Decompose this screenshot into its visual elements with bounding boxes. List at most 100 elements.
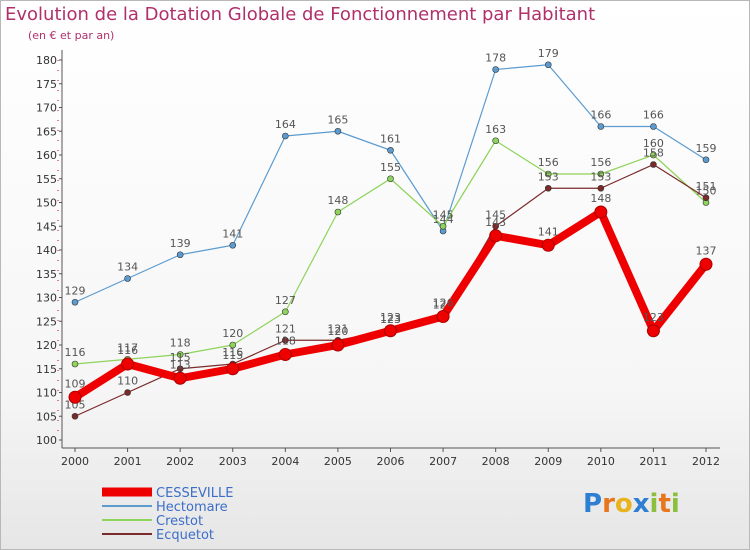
data-point-hectomare (334, 127, 342, 135)
data-point-crestot (282, 308, 289, 316)
data-label-hectomare: 164 (275, 118, 296, 131)
data-point-cesseville (594, 205, 608, 219)
data-label-ecquetot: 153 (538, 170, 559, 183)
data-point-cesseville (278, 348, 292, 361)
data-point-cesseville (384, 324, 397, 338)
data-point-hectomare (124, 275, 131, 282)
data-label-hectomare: 139 (170, 237, 191, 250)
y-tick-label: 120 (36, 339, 57, 352)
data-point-crestot (650, 151, 657, 159)
y-tick-label: 110 (36, 387, 57, 400)
data-point-cesseville (489, 229, 503, 243)
logo-letter: P (583, 489, 603, 519)
data-label-hectomare: 134 (117, 261, 138, 274)
data-point-crestot (597, 170, 605, 178)
data-label-ecquetot: 123 (380, 313, 401, 326)
data-label-crestot: 160 (643, 137, 664, 150)
data-point-hectomare (282, 132, 289, 140)
data-point-hectomare (492, 66, 499, 73)
logo-letter: o (614, 489, 633, 519)
data-label-crestot: 127 (275, 294, 296, 307)
data-point-cesseville (436, 310, 450, 323)
data-label-crestot: 156 (590, 156, 611, 169)
data-label-ecquetot: 153 (590, 170, 611, 183)
data-label-ecquetot: 116 (222, 346, 243, 359)
legend-label-crestot: Crestot (156, 514, 203, 529)
data-label-cesseville: 118 (275, 335, 296, 348)
data-label-ecquetot: 115 (170, 351, 191, 364)
data-label-hectomare: 141 (222, 227, 243, 240)
logo-letter: x (632, 489, 650, 519)
data-label-ecquetot: 121 (327, 322, 348, 335)
data-point-crestot (229, 341, 237, 349)
data-point-cesseville (646, 324, 660, 338)
logo-letter: t (658, 489, 671, 519)
x-tick-label: 2002 (166, 455, 194, 468)
y-tick-label: 160 (36, 149, 57, 162)
legend-label-cesseville: CESSEVILLE (156, 486, 233, 501)
data-point-ecquetot (650, 161, 657, 168)
data-label-cesseville: 115 (222, 349, 243, 362)
data-point-crestot (544, 170, 552, 178)
data-point-crestot (492, 137, 499, 145)
data-point-cesseville (699, 257, 713, 271)
data-label-crestot: 120 (222, 327, 243, 340)
x-tick-label: 2005 (324, 455, 352, 468)
y-tick-label: 165 (36, 125, 57, 138)
data-point-cesseville (121, 357, 135, 371)
legend-label-ecquetot: Ecquetot (156, 528, 214, 543)
x-tick-label: 2011 (639, 455, 667, 468)
x-tick-label: 2000 (61, 455, 89, 468)
legend-label-hectomare: Hectomare (156, 500, 228, 515)
data-point-ecquetot (702, 194, 710, 202)
logo-letter: i (649, 489, 659, 519)
y-tick-label: 180 (36, 54, 57, 67)
y-tick-label: 135 (36, 268, 57, 281)
x-tick-label: 2001 (114, 455, 142, 468)
y-tick-label: 150 (36, 197, 57, 210)
data-point-hectomare (597, 123, 605, 130)
y-tick-label: 105 (36, 410, 57, 423)
logo-letter: r (602, 489, 615, 519)
proxiti-logo: Proxiti (583, 489, 680, 519)
chart-subtitle: (en € et par an) (28, 29, 115, 42)
data-point-ecquetot (282, 336, 289, 344)
data-point-ecquetot (71, 412, 79, 420)
data-label-cesseville: 137 (696, 244, 717, 257)
data-point-cesseville (331, 338, 345, 352)
data-label-crestot: 116 (65, 346, 86, 359)
data-label-crestot: 145 (433, 208, 454, 221)
data-point-hectomare (176, 251, 184, 259)
data-label-ecquetot: 121 (275, 322, 296, 335)
data-point-ecquetot (544, 184, 552, 192)
data-label-cesseville: 123 (643, 311, 664, 324)
x-tick-label: 2009 (534, 455, 562, 468)
y-tick-label: 125 (36, 315, 57, 328)
chart-title: Evolution de la Dotation Globale de Fonc… (5, 4, 596, 25)
data-label-cesseville: 141 (538, 225, 559, 238)
data-label-hectomare: 159 (696, 142, 717, 155)
data-label-crestot: 148 (327, 194, 348, 207)
data-label-cesseville: 123 (380, 311, 401, 324)
data-point-hectomare (387, 146, 394, 154)
x-tick-label: 2003 (219, 455, 247, 468)
data-label-ecquetot: 158 (643, 147, 664, 160)
data-label-cesseville: 148 (590, 192, 611, 205)
x-tick-label: 2007 (429, 455, 457, 468)
data-point-cesseville (68, 390, 82, 404)
data-label-crestot: 156 (538, 156, 559, 169)
data-label-hectomare: 178 (485, 52, 506, 65)
logo-letter: i (670, 489, 680, 519)
y-tick-label: 115 (36, 363, 57, 376)
y-tick-label: 140 (36, 244, 57, 257)
y-tick-label: 155 (36, 173, 57, 186)
data-label-hectomare: 179 (538, 47, 559, 60)
y-tick-label: 145 (36, 220, 57, 233)
data-label-cesseville: 109 (65, 377, 86, 390)
data-point-cesseville (541, 238, 555, 252)
data-point-crestot (387, 175, 394, 183)
data-label-cesseville: 126 (433, 297, 454, 310)
data-point-hectomare (702, 156, 710, 164)
data-point-cesseville (173, 371, 187, 385)
